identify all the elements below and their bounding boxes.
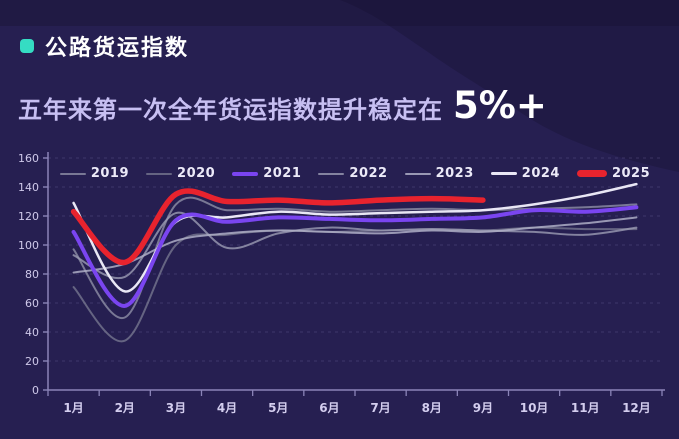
series-line-2024	[72, 182, 638, 293]
legend-label-2022: 2022	[349, 166, 388, 181]
x-axis-label-7: 7月	[370, 401, 390, 415]
legend-swatch-2023	[404, 172, 431, 175]
x-axis-label-3: 3月	[166, 401, 186, 415]
headline: 五年来第一次全年货运指数提升稳定在 5%+	[18, 84, 547, 127]
legend-swatch-2021	[232, 171, 259, 176]
series-line-2025	[70, 188, 486, 266]
x-axis-label-10: 10月	[520, 401, 549, 415]
y-axis-label-140: 140	[18, 181, 39, 194]
legend-label-2024: 2024	[521, 166, 560, 181]
y-axis-label-100: 100	[18, 239, 39, 252]
headline-text: 五年来第一次全年货运指数提升稳定在	[18, 96, 443, 124]
x-axis-label-2: 2月	[115, 401, 135, 415]
series-line-2023	[72, 216, 638, 274]
legend-label-2025: 2025	[611, 166, 651, 181]
teal-bullet-icon	[20, 39, 34, 53]
y-axis-label-60: 60	[25, 297, 39, 310]
page-title: 公路货运指数	[45, 36, 190, 61]
x-axis-label-8: 8月	[422, 401, 442, 415]
x-axis-label-4: 4月	[217, 401, 237, 415]
legend-swatch-2022	[318, 172, 345, 175]
legend-item-2019[interactable]: 2019	[59, 166, 130, 181]
legend-label-2021: 2021	[263, 166, 302, 181]
x-axis-label-5: 5月	[268, 401, 288, 415]
x-axis-label-1: 1月	[63, 401, 83, 415]
y-axis-label-0: 0	[32, 384, 39, 397]
x-axis-label-12: 12月	[622, 401, 651, 415]
legend-item-2025[interactable]: 2025	[576, 166, 651, 181]
y-axis-label-120: 120	[18, 210, 39, 223]
legend-item-2023[interactable]: 2023	[404, 166, 474, 181]
legend-swatch-2024	[490, 172, 517, 175]
legend-item-2020[interactable]: 2020	[146, 166, 215, 181]
legend-label-2023: 2023	[435, 166, 474, 181]
legend-swatch-2019	[59, 172, 86, 175]
legend-item-2021[interactable]: 2021	[232, 166, 301, 181]
series-line-2022	[72, 211, 638, 280]
legend-item-2022[interactable]: 2022	[318, 166, 387, 181]
y-axis-label-20: 20	[25, 355, 39, 368]
legend-label-2019: 2019	[90, 166, 130, 181]
legend-item-2024[interactable]: 2024	[490, 166, 560, 181]
y-axis-label-160: 160	[18, 152, 39, 165]
legend-swatch-2020	[146, 172, 173, 175]
header: 公路货运指数	[20, 30, 189, 62]
x-axis-label-9: 9月	[473, 401, 493, 415]
x-axis-label-6: 6月	[319, 401, 339, 415]
legend-swatch-2025	[576, 170, 607, 177]
legend-label-2020: 2020	[177, 166, 216, 181]
chart-legend: 2019 2020 2021 2022 2023 2024 2025	[48, 166, 662, 181]
series-line-2021	[71, 205, 639, 308]
y-axis-label-80: 80	[25, 268, 39, 281]
headline-highlight: 5%+	[453, 84, 547, 127]
x-axis-label-11: 11月	[571, 401, 600, 415]
y-axis-label-40: 40	[25, 326, 39, 339]
